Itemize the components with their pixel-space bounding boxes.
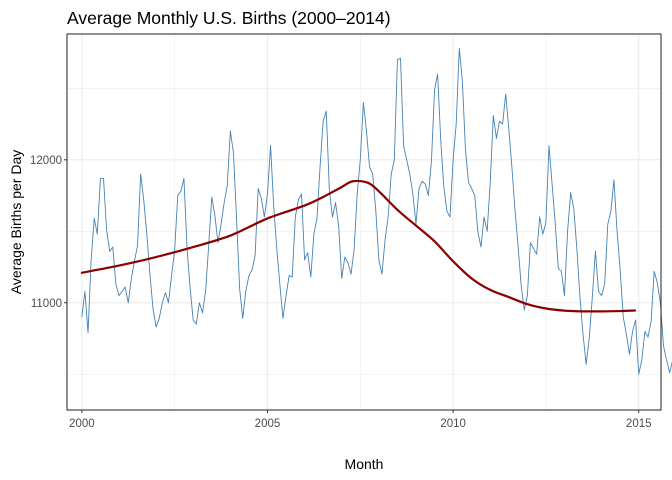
y-tick-label: 11000 xyxy=(31,298,62,310)
chart-title: Average Monthly U.S. Births (2000–2014) xyxy=(67,8,391,28)
x-axis: 2000 2005 2010 2015 xyxy=(69,410,652,430)
trend-line xyxy=(80,179,637,313)
series-layer xyxy=(80,47,672,375)
x-tick-label: 2000 xyxy=(69,418,95,430)
x-tick-label: 2015 xyxy=(626,418,652,430)
plot-panel-border xyxy=(66,33,662,411)
monthly-births-line xyxy=(81,47,672,375)
x-tick-label: 2010 xyxy=(440,418,466,430)
y-tick-label: 12000 xyxy=(30,155,62,167)
x-tick-label: 2005 xyxy=(255,418,281,430)
y-axis: 11000 12000 xyxy=(30,155,67,310)
x-axis-title: Month xyxy=(345,456,384,472)
y-axis-title: Average Births per Day xyxy=(8,150,24,294)
gridlines xyxy=(67,34,661,410)
